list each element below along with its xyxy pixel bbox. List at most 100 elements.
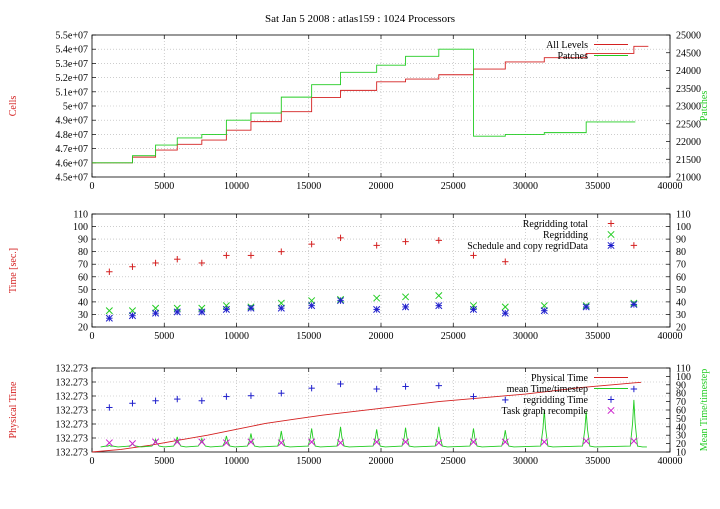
data-point bbox=[247, 438, 255, 446]
y-tick-label: 100 bbox=[73, 222, 88, 233]
y-tick-label: 4.8e+07 bbox=[55, 130, 88, 141]
data-point bbox=[435, 439, 443, 447]
y2-tick-label: 30 bbox=[676, 431, 686, 442]
y2-tick-label: 24000 bbox=[676, 66, 701, 77]
data-point bbox=[582, 303, 590, 311]
data-point bbox=[247, 304, 255, 312]
y-tick-label: 5.4e+07 bbox=[55, 45, 88, 56]
x-tick-label: 25000 bbox=[441, 331, 466, 342]
data-point bbox=[152, 304, 160, 312]
x-tick-label: 15000 bbox=[296, 456, 321, 467]
legend-label: Regridding total bbox=[523, 219, 588, 230]
data-point bbox=[540, 302, 548, 310]
y-tick-label: 5e+07 bbox=[63, 102, 88, 113]
y-tick-label: 70 bbox=[78, 260, 88, 271]
y-tick-label: 50 bbox=[78, 285, 88, 296]
data-point bbox=[501, 438, 509, 446]
x-tick-label: 30000 bbox=[513, 181, 538, 192]
x-tick-label: 0 bbox=[90, 456, 95, 467]
y-tick-label: 110 bbox=[73, 210, 88, 221]
y-tick-label: 132.273 bbox=[56, 448, 89, 459]
y-tick-label: 5.5e+07 bbox=[55, 31, 88, 42]
x-tick-label: 5000 bbox=[154, 331, 174, 342]
y2-tick-label: 20 bbox=[676, 323, 686, 334]
y2-tick-label: 50 bbox=[676, 285, 686, 296]
x-tick-label: 40000 bbox=[658, 331, 683, 342]
chart-title: Sat Jan 5 2008 : atlas159 : 1024 Process… bbox=[265, 13, 455, 25]
y2-tick-label: 100 bbox=[676, 222, 691, 233]
x-tick-label: 20000 bbox=[369, 331, 394, 342]
data-point bbox=[540, 438, 548, 446]
data-point bbox=[373, 438, 381, 446]
y-tick-label: 4.9e+07 bbox=[55, 116, 88, 127]
data-point bbox=[336, 297, 345, 305]
data-point bbox=[277, 439, 285, 447]
y-tick-label: 4.6e+07 bbox=[55, 158, 88, 169]
data-point bbox=[173, 438, 181, 446]
y-tick-label: 60 bbox=[78, 272, 88, 283]
y2-tick-label: 22000 bbox=[676, 137, 701, 148]
y-tick-label: 132.273 bbox=[56, 378, 89, 389]
x-tick-label: 10000 bbox=[224, 181, 249, 192]
data-point bbox=[105, 314, 113, 322]
x-tick-label: 30000 bbox=[513, 456, 538, 467]
legend-swatch bbox=[607, 230, 615, 239]
y-tick-label: 5.3e+07 bbox=[55, 59, 88, 70]
data-point bbox=[308, 302, 316, 310]
y2-tick-label: 40 bbox=[676, 422, 686, 433]
data-point bbox=[501, 303, 509, 311]
y2-tick-label: 21500 bbox=[676, 155, 701, 166]
y-tick-label: 20 bbox=[78, 323, 88, 334]
y-tick-label: 90 bbox=[78, 235, 88, 246]
legend-label: regridding Time bbox=[523, 395, 588, 406]
data-point bbox=[373, 305, 381, 313]
data-point bbox=[173, 308, 181, 316]
legend-label: Physical Time bbox=[531, 373, 589, 384]
series-patches bbox=[92, 48, 636, 164]
x-tick-label: 30000 bbox=[513, 331, 538, 342]
y-tick-label: 80 bbox=[78, 247, 88, 258]
legend-swatch bbox=[607, 406, 615, 415]
y2-tick-label: 80 bbox=[676, 389, 686, 400]
data-point bbox=[308, 438, 316, 446]
data-point bbox=[630, 300, 638, 308]
y-tick-label: 132.273 bbox=[56, 406, 89, 417]
series-mean-time-timestep bbox=[100, 399, 647, 448]
data-point bbox=[105, 439, 113, 447]
x-tick-label: 25000 bbox=[441, 456, 466, 467]
y-axis-label: Time [sec.] bbox=[8, 248, 19, 293]
x-tick-label: 40000 bbox=[658, 181, 683, 192]
x-tick-label: 35000 bbox=[585, 331, 610, 342]
y-axis-label: Physical Time bbox=[8, 381, 19, 439]
y-tick-label: 132.273 bbox=[56, 364, 89, 375]
x-tick-label: 10000 bbox=[224, 456, 249, 467]
plot-frame bbox=[91, 367, 671, 453]
x-tick-label: 5000 bbox=[154, 456, 174, 467]
x-tick-label: 0 bbox=[90, 331, 95, 342]
y2-tick-label: 21000 bbox=[676, 173, 701, 184]
y-tick-label: 132.273 bbox=[56, 434, 89, 445]
data-point bbox=[435, 302, 443, 310]
data-point bbox=[373, 294, 381, 302]
data-point bbox=[469, 438, 478, 446]
x-tick-label: 0 bbox=[90, 181, 95, 192]
y2-tick-label: 10 bbox=[676, 448, 686, 459]
data-point bbox=[277, 299, 285, 307]
x-tick-label: 40000 bbox=[658, 456, 683, 467]
series-all-levels bbox=[92, 45, 649, 164]
data-point bbox=[222, 439, 230, 447]
data-point bbox=[630, 437, 638, 445]
y2-tick-label: 70 bbox=[676, 397, 686, 408]
y2-tick-label: 22500 bbox=[676, 119, 701, 130]
legend-label: Schedule and copy regridData bbox=[467, 241, 588, 252]
data-point bbox=[582, 437, 590, 445]
y2-tick-label: 60 bbox=[676, 272, 686, 283]
legend-label: Regridding bbox=[543, 230, 588, 241]
data-point bbox=[222, 305, 230, 313]
data-point bbox=[198, 438, 206, 446]
x-tick-label: 35000 bbox=[585, 456, 610, 467]
y2-axis-label: Mean Time/timestep bbox=[699, 369, 710, 452]
y2-tick-label: 23000 bbox=[676, 102, 701, 113]
data-point bbox=[435, 292, 443, 300]
y2-tick-label: 90 bbox=[676, 235, 686, 246]
